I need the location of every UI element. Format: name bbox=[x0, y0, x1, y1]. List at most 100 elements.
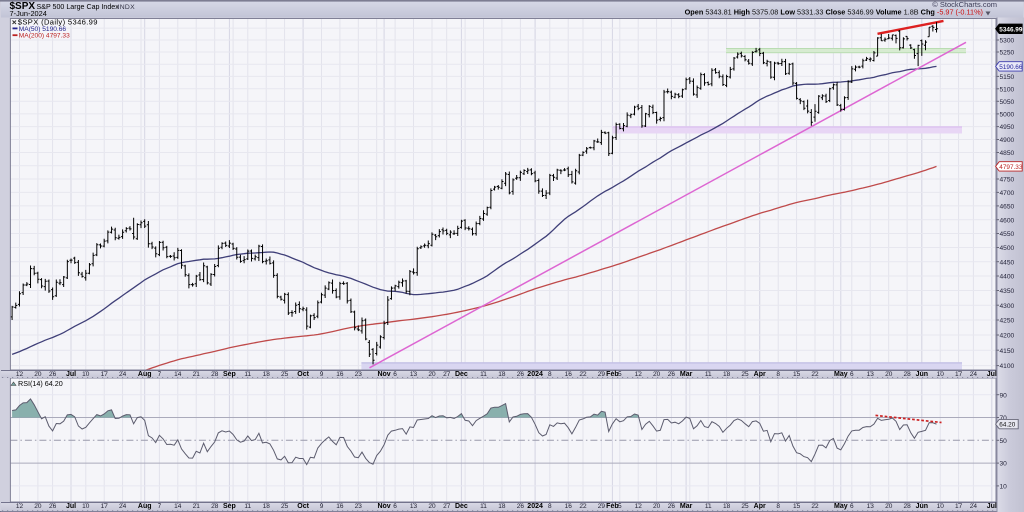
svg-text:14: 14 bbox=[174, 503, 182, 510]
svg-text:4500: 4500 bbox=[1000, 245, 1015, 252]
svg-text:15: 15 bbox=[793, 503, 801, 510]
svg-text:12: 12 bbox=[16, 503, 24, 510]
svg-text:Oct: Oct bbox=[297, 503, 309, 510]
svg-text:5346.99: 5346.99 bbox=[999, 26, 1023, 33]
svg-text:16: 16 bbox=[336, 503, 344, 510]
svg-text:16: 16 bbox=[565, 371, 573, 378]
svg-text:8: 8 bbox=[548, 503, 552, 510]
svg-text:20: 20 bbox=[885, 503, 893, 510]
svg-text:20: 20 bbox=[428, 371, 436, 378]
svg-text:17: 17 bbox=[955, 371, 963, 378]
svg-text:18: 18 bbox=[263, 503, 271, 510]
svg-text:$SPX (Daily) 5346.99: $SPX (Daily) 5346.99 bbox=[18, 18, 98, 27]
svg-text:Sep: Sep bbox=[223, 371, 236, 378]
svg-text:20: 20 bbox=[653, 371, 661, 378]
svg-text:23: 23 bbox=[355, 503, 363, 510]
svg-text:20: 20 bbox=[885, 371, 893, 378]
svg-text:4900: 4900 bbox=[1000, 137, 1015, 144]
svg-text:26: 26 bbox=[517, 503, 525, 510]
svg-text:9: 9 bbox=[320, 503, 324, 510]
svg-text:16: 16 bbox=[565, 503, 573, 510]
svg-text:23: 23 bbox=[355, 371, 363, 378]
svg-text:24: 24 bbox=[119, 371, 127, 378]
svg-text:4150: 4150 bbox=[1000, 348, 1015, 355]
svg-text:6: 6 bbox=[393, 371, 397, 378]
svg-text:8: 8 bbox=[776, 503, 780, 510]
svg-text:MA(200) 4797.33: MA(200) 4797.33 bbox=[19, 33, 70, 40]
svg-text:25: 25 bbox=[741, 371, 749, 378]
svg-text:Nov: Nov bbox=[377, 503, 390, 510]
svg-text:5150: 5150 bbox=[1000, 74, 1015, 81]
svg-text:30: 30 bbox=[1000, 461, 1008, 468]
svg-text:7-Jun-2024: 7-Jun-2024 bbox=[10, 9, 47, 18]
svg-text:© StockCharts.com: © StockCharts.com bbox=[932, 0, 997, 9]
svg-text:28: 28 bbox=[903, 503, 911, 510]
svg-text:24: 24 bbox=[970, 371, 978, 378]
svg-text:24: 24 bbox=[119, 503, 127, 510]
svg-text:22: 22 bbox=[579, 503, 587, 510]
svg-text:4400: 4400 bbox=[1000, 274, 1015, 281]
svg-text:12: 12 bbox=[16, 371, 24, 378]
svg-text:24: 24 bbox=[970, 503, 978, 510]
svg-text:Oct: Oct bbox=[297, 371, 309, 378]
svg-text:28: 28 bbox=[211, 503, 219, 510]
svg-text:20: 20 bbox=[34, 503, 42, 510]
svg-text:Dec: Dec bbox=[455, 371, 468, 378]
svg-text:10: 10 bbox=[82, 371, 90, 378]
svg-text:27: 27 bbox=[443, 371, 451, 378]
svg-text:4797.33: 4797.33 bbox=[999, 164, 1023, 171]
svg-text:13: 13 bbox=[410, 503, 418, 510]
svg-text:14: 14 bbox=[174, 371, 182, 378]
svg-text:10: 10 bbox=[937, 371, 945, 378]
svg-text:Apr: Apr bbox=[754, 371, 766, 378]
svg-text:4350: 4350 bbox=[1000, 288, 1015, 295]
svg-text:4200: 4200 bbox=[1000, 333, 1015, 340]
svg-text:Mar: Mar bbox=[680, 503, 693, 510]
svg-text:25: 25 bbox=[281, 503, 289, 510]
svg-text:20: 20 bbox=[653, 503, 661, 510]
svg-text:4600: 4600 bbox=[1000, 217, 1015, 224]
svg-text:11: 11 bbox=[244, 503, 251, 510]
svg-text:6: 6 bbox=[850, 371, 854, 378]
svg-text:4700: 4700 bbox=[1000, 190, 1015, 197]
svg-text:4300: 4300 bbox=[1000, 303, 1015, 310]
svg-text:5250: 5250 bbox=[1000, 50, 1015, 57]
svg-text:22: 22 bbox=[579, 371, 587, 378]
svg-text:Jul: Jul bbox=[987, 503, 997, 510]
svg-text:26: 26 bbox=[517, 371, 525, 378]
svg-text:4100: 4100 bbox=[1000, 363, 1015, 370]
svg-text:4850: 4850 bbox=[1000, 150, 1015, 157]
svg-text:Jun: Jun bbox=[916, 371, 928, 378]
svg-text:29: 29 bbox=[598, 503, 606, 510]
svg-text:17: 17 bbox=[101, 371, 109, 378]
svg-text:18: 18 bbox=[723, 371, 731, 378]
svg-text:INDX: INDX bbox=[118, 4, 136, 11]
svg-text:17: 17 bbox=[101, 503, 109, 510]
svg-text:21: 21 bbox=[193, 371, 201, 378]
svg-text:15: 15 bbox=[793, 371, 801, 378]
svg-text:22: 22 bbox=[811, 503, 819, 510]
svg-text:5: 5 bbox=[618, 371, 622, 378]
svg-text:27: 27 bbox=[443, 503, 451, 510]
svg-text:5050: 5050 bbox=[1000, 99, 1015, 106]
svg-text:64.20: 64.20 bbox=[999, 422, 1015, 429]
svg-text:18: 18 bbox=[263, 371, 271, 378]
svg-text:12: 12 bbox=[635, 371, 643, 378]
svg-text:7: 7 bbox=[158, 503, 162, 510]
svg-text:20: 20 bbox=[34, 371, 42, 378]
svg-text:4450: 4450 bbox=[1000, 259, 1015, 266]
svg-text:11: 11 bbox=[244, 371, 251, 378]
svg-text:22: 22 bbox=[811, 371, 819, 378]
svg-text:13: 13 bbox=[410, 371, 418, 378]
svg-text:70: 70 bbox=[1000, 415, 1008, 422]
svg-text:13: 13 bbox=[867, 371, 875, 378]
svg-text:Aug: Aug bbox=[138, 503, 152, 510]
svg-text:25: 25 bbox=[281, 371, 289, 378]
svg-text:Feb: Feb bbox=[606, 371, 618, 378]
svg-text:18: 18 bbox=[723, 503, 731, 510]
svg-text:18: 18 bbox=[498, 503, 506, 510]
svg-text:11: 11 bbox=[705, 371, 712, 378]
svg-text:13: 13 bbox=[867, 503, 875, 510]
svg-text:9: 9 bbox=[320, 371, 324, 378]
svg-text:29: 29 bbox=[598, 371, 606, 378]
